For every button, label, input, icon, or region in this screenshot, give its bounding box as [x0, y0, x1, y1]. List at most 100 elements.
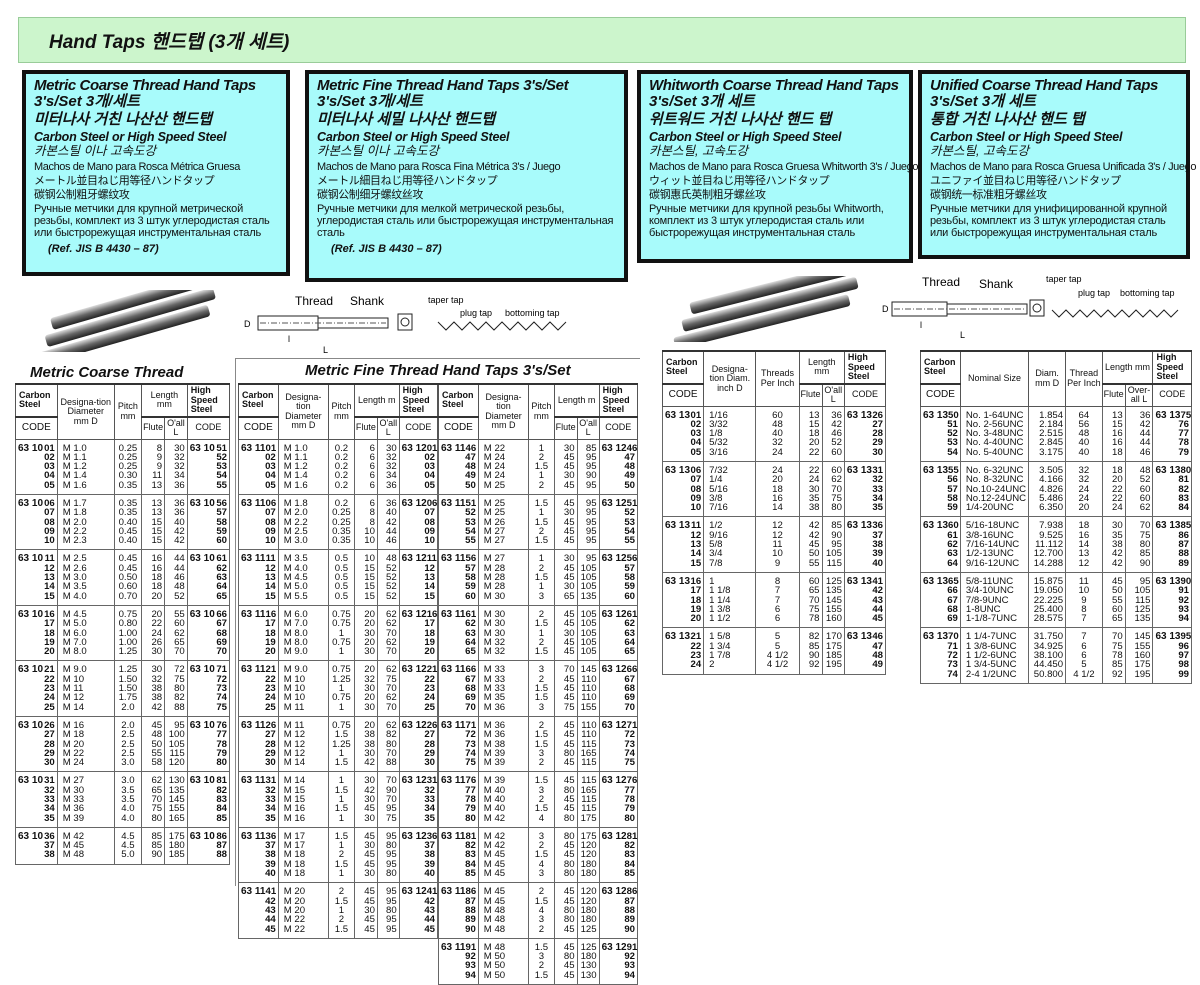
table-cell: M 42: [477, 813, 530, 828]
code-suffix: 46: [872, 631, 883, 643]
table-cell: 18: [1065, 516, 1103, 531]
table-row: 63 10 36 M 42 4.5 85 175 63 10 86: [15, 827, 231, 842]
table-cell: 45: [553, 536, 578, 551]
carbon-steel-code: 10: [238, 536, 279, 551]
table-row: 74 2-4 1/2UNC 50.800 4 1/2 92 195 99: [920, 669, 1192, 684]
table-cell: 0.5: [327, 549, 355, 564]
table-cell: M 20: [277, 896, 329, 906]
row-group: 63 13 55 No. 6-32UNC 3.505 32 18 48 63 13 80 56 No…: [920, 461, 1192, 518]
table-cell: 1: [528, 628, 555, 638]
table-cell: 7: [1065, 627, 1103, 642]
table-cell: 45: [141, 716, 166, 731]
code-prefix: 63 13: [923, 409, 949, 421]
hss-code: 45: [843, 614, 887, 629]
hss-code: 34: [843, 494, 887, 503]
code-suffix: 63: [947, 548, 958, 560]
table-cell: 0.40: [113, 536, 143, 551]
code-suffix: 53: [216, 461, 227, 473]
code-suffix: 60: [948, 520, 959, 532]
code-suffix: 36: [44, 830, 55, 842]
carbon-steel-code: 85: [438, 869, 479, 884]
table-cell: 3/4-10UNC: [959, 586, 1030, 596]
table-cell: 45: [553, 452, 578, 462]
table-row: 54 No. 5-40UNC 3.175 40 18 46 79: [920, 447, 1192, 462]
table-row: 63 11 31 M 14 1 30 70 63 12 31: [238, 771, 439, 786]
table-cell: 12.700: [1028, 549, 1067, 559]
code-suffix: 06: [44, 497, 55, 509]
code-suffix: 28: [424, 738, 435, 750]
table-row: 48 M 24 1.5 45 95 48: [438, 462, 639, 472]
hss-code: 76: [1152, 419, 1192, 429]
table-cell: 95: [1124, 572, 1154, 587]
row-group: 63 11 76 M 39 1.5 45 115 63 12 76 77 M 40 3 80 165 77…: [438, 771, 639, 828]
table-cell: 20: [1101, 475, 1126, 485]
code-suffix: 70: [948, 631, 959, 643]
table-cell: 14.288: [1028, 558, 1067, 573]
table-cell: 32: [1065, 461, 1103, 476]
hss-code: 70: [598, 702, 639, 717]
hss-code: 87: [1152, 540, 1192, 549]
table-row: 43 M 20 1 30 80 43: [238, 906, 439, 915]
code-suffix: 42: [265, 895, 276, 907]
table-cell: 2: [528, 452, 555, 462]
table-cell: M 12: [277, 748, 329, 758]
header-length: Length mm: [1101, 350, 1154, 384]
code-suffix: 59: [465, 581, 476, 593]
hss-code: 29: [398, 749, 439, 758]
table-cell: 3.5: [113, 795, 143, 804]
table-cell: 4.0: [113, 804, 143, 814]
carbon-steel-code: 35: [15, 813, 58, 828]
table-cell: 180: [576, 952, 600, 962]
hss-code: 63 10 71: [186, 660, 231, 675]
code-prefix: 63 13: [846, 409, 872, 421]
table-cell: 15: [141, 517, 166, 527]
table-cell: M 5.0: [277, 582, 329, 592]
code-prefix: 63 11: [441, 497, 466, 509]
table-cell: 8: [755, 572, 800, 587]
hss-code: 40: [398, 869, 439, 884]
carbon-steel-code: 54: [920, 447, 961, 462]
table-row: 73 1 3/4-5UNC 44.450 5 85 175 98: [920, 660, 1192, 670]
table-row: 18 M 8.0 1 30 70 18: [238, 627, 439, 639]
hss-code: 35: [843, 503, 887, 518]
table-cell: 115: [576, 758, 600, 773]
table-cell: 32: [353, 674, 378, 684]
table-row: 77 M 40 3 80 165 77: [438, 785, 639, 795]
code-suffix: 05: [44, 479, 55, 491]
table-cell: 3: [528, 702, 555, 717]
plug-tap-label: plug tap: [460, 308, 492, 318]
table-cell: 80: [553, 748, 578, 758]
table-cell: 42: [798, 516, 823, 531]
hss-code: 65: [186, 591, 231, 606]
box-steel-kr: 카본스틸 이나 고속도강: [317, 144, 439, 158]
code-suffix: 27: [872, 418, 883, 430]
code-suffix: 03: [44, 461, 55, 473]
table-cell: 8: [353, 517, 378, 527]
hss-code: 63 12 41: [398, 882, 439, 897]
hss-code: 48: [843, 651, 887, 660]
hss-code: 72: [598, 730, 639, 740]
table-cell: 15: [141, 536, 166, 551]
table-cell: 55: [798, 558, 823, 573]
table-row: 63 11 71 M 36 2 45 110 63 12 71: [438, 716, 639, 731]
code-suffix: 06: [265, 497, 277, 509]
code-suffix: 18: [44, 627, 55, 639]
row-group: 63 13 60 5/16-18UNC 7.938 18 30 70 63 13 85 61 3/8…: [920, 516, 1192, 573]
table-cell: 75: [1101, 641, 1126, 651]
table-cell: 15.875: [1028, 572, 1067, 587]
table-row: 80 M 42 4 80 175 80: [438, 813, 639, 828]
table-row: 24 2 4 1/2 92 195 49: [661, 660, 887, 675]
table-row: 32 M 30 3.5 65 135 82: [15, 785, 231, 795]
code-prefix: 63 10: [18, 497, 44, 509]
code-suffix: 11: [426, 553, 437, 565]
table-cell: M 18: [277, 869, 329, 884]
header-column: Designa-tion Diameter mm D: [477, 383, 530, 440]
row-group: 63 10 06 M 1.7 0.35 13 36 63 10 56 07 M 1.8 0.35 13…: [15, 494, 231, 551]
table-cell: 5/32: [703, 438, 757, 448]
table-row: 63 1/2-13UNC 12.700 13 42 85 88: [920, 548, 1192, 560]
table-cell: 45: [553, 841, 578, 851]
table-cell: 30: [376, 439, 400, 453]
code-suffix: 66: [626, 664, 638, 676]
code-suffix: 18: [424, 627, 435, 639]
